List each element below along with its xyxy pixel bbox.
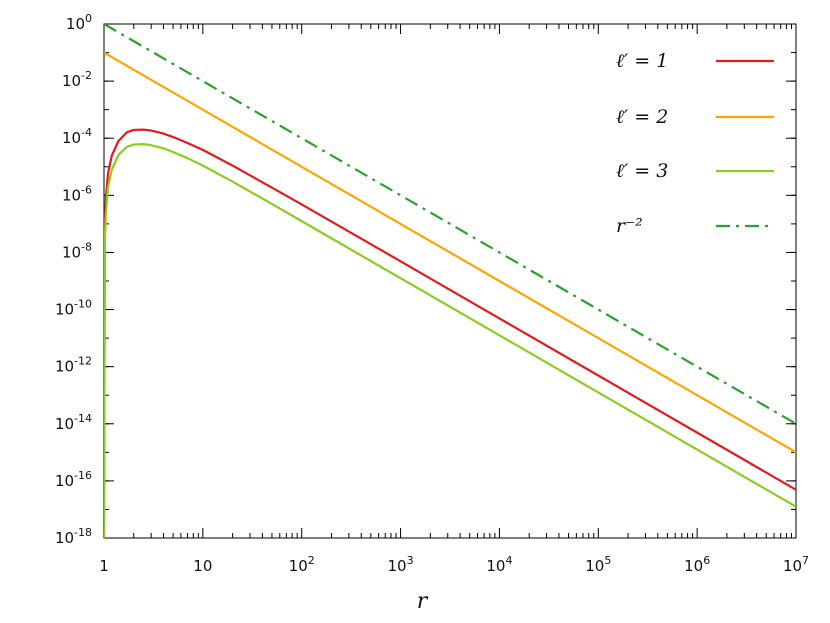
y-tick-label: 10-12 (55, 355, 92, 376)
y-tick-label: 10-2 (62, 69, 92, 90)
x-tick-label-base: 10 (388, 557, 407, 575)
x-tick-label-base: 10 (783, 557, 802, 575)
y-tick-label-exp: -16 (74, 469, 92, 482)
y-tick-label: 10-16 (55, 469, 92, 490)
y-tick-label: 10-6 (62, 183, 92, 204)
y-tick-label: 100 (66, 12, 92, 33)
series-line-3 (104, 143, 796, 538)
series-line-4 (104, 24, 796, 425)
y-tick-label-exp: -6 (81, 183, 92, 196)
y-tick-label: 10-8 (62, 240, 92, 261)
series-line-2 (104, 51, 796, 454)
x-tick-label: 105 (585, 554, 611, 575)
x-tick-label-exp: 7 (802, 554, 809, 567)
y-tick-label-base: 10 (55, 472, 74, 490)
y-tick-label-exp: -14 (74, 412, 92, 425)
legend-label-1: ℓ′ = 1 (616, 50, 668, 72)
x-tick-label: 1 (99, 557, 109, 575)
x-tick-label-exp: 3 (407, 554, 414, 567)
y-axis-tick-labels: 10010-210-410-610-810-1010-1210-1410-161… (55, 12, 92, 547)
x-tick-label-exp: 4 (505, 554, 512, 567)
y-tick-label-exp: -2 (81, 69, 92, 82)
legend: ℓ′ = 1 ℓ′ = 2 ℓ′ = 3 r⁻² (616, 50, 774, 237)
x-tick-label-base: 10 (486, 557, 505, 575)
x-tick-label-base: 10 (193, 557, 212, 575)
x-tick-label: 102 (289, 554, 315, 575)
y-tick-label: 10-14 (55, 412, 92, 433)
x-axis-label: r (417, 589, 429, 614)
axis-ticks (103, 23, 797, 539)
y-tick-label-base: 10 (55, 301, 74, 319)
y-tick-label: 10-18 (55, 526, 92, 547)
y-tick-label-exp: -10 (74, 298, 92, 311)
x-tick-label-base: 10 (289, 557, 308, 575)
y-tick-label-base: 10 (55, 529, 74, 547)
legend-label-2: ℓ′ = 2 (616, 106, 668, 128)
x-tick-label: 106 (684, 554, 710, 575)
y-tick-label-exp: -18 (74, 526, 92, 539)
legend-label-3: ℓ′ = 3 (616, 160, 668, 182)
legend-label-4: r⁻² (616, 215, 643, 237)
y-tick-label-base: 10 (62, 129, 81, 147)
y-tick-label-base: 10 (55, 358, 74, 376)
y-tick-label: 10-10 (55, 298, 92, 319)
x-tick-label: 10 (193, 557, 212, 575)
x-tick-label-base: 1 (99, 557, 109, 575)
y-tick-label: 10-4 (62, 126, 92, 147)
x-tick-label-base: 10 (684, 557, 703, 575)
y-tick-label-base: 10 (62, 186, 81, 204)
y-tick-label-exp: -4 (81, 126, 92, 139)
y-tick-label-base: 10 (55, 415, 74, 433)
y-tick-label-base: 10 (62, 243, 81, 261)
x-tick-label: 103 (388, 554, 414, 575)
x-tick-label-exp: 2 (308, 554, 315, 567)
x-tick-label-exp: 5 (604, 554, 611, 567)
x-tick-label: 107 (783, 554, 809, 575)
x-tick-label-base: 10 (585, 557, 604, 575)
plot-frame (103, 23, 797, 539)
series-line-1 (104, 128, 796, 538)
series-layer (104, 24, 796, 538)
y-tick-label-exp: -8 (81, 240, 92, 253)
y-tick-label-base: 10 (66, 15, 85, 33)
y-tick-label-base: 10 (62, 72, 81, 90)
y-tick-label-exp: -12 (74, 355, 92, 368)
y-tick-label-exp: 0 (85, 12, 92, 25)
x-tick-label-exp: 6 (703, 554, 710, 567)
x-tick-label: 104 (486, 554, 512, 575)
x-axis-tick-labels: 1 10 102 103 104 105 106 107 (99, 554, 809, 575)
